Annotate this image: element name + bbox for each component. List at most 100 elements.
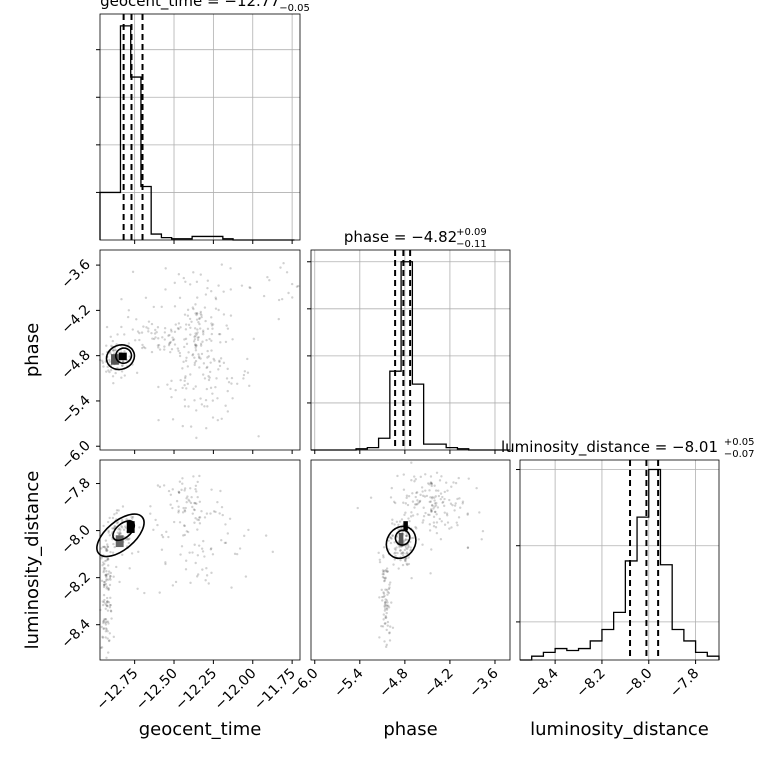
sample-point <box>433 484 436 487</box>
sample-point <box>430 509 433 513</box>
sample-point <box>382 556 385 559</box>
sample-point <box>450 485 453 488</box>
sample-point <box>200 547 204 550</box>
sample-point <box>123 333 126 336</box>
sample-point <box>410 461 413 464</box>
sample-point <box>100 557 103 560</box>
sample-point <box>184 337 188 341</box>
sample-point <box>105 559 108 562</box>
sample-point <box>268 279 271 282</box>
sample-point <box>219 357 223 360</box>
sample-point <box>387 539 390 542</box>
sample-point <box>440 475 443 478</box>
sample-point <box>385 599 389 602</box>
x-tick-label: −4.2 <box>421 666 456 701</box>
sample-point <box>111 551 115 554</box>
sample-point <box>387 587 391 591</box>
sample-point <box>388 536 391 539</box>
sample-point <box>119 532 123 535</box>
sample-point <box>197 320 200 324</box>
sample-point <box>405 494 409 497</box>
sample-point <box>429 508 433 511</box>
sample-point <box>101 635 104 639</box>
sample-point <box>106 600 109 603</box>
sample-point <box>177 490 180 494</box>
sample-point <box>194 346 197 349</box>
sample-point <box>448 527 451 530</box>
sample-point <box>104 607 107 611</box>
sample-point <box>170 347 174 351</box>
sample-point <box>381 569 385 572</box>
sample-point <box>388 625 392 628</box>
sample-point <box>102 600 106 604</box>
sample-point <box>160 548 164 551</box>
sample-point <box>128 355 131 358</box>
sample-point <box>169 493 173 496</box>
sample-point <box>173 281 176 285</box>
sample-point <box>152 337 156 341</box>
sample-point <box>141 346 144 350</box>
sample-point <box>171 418 175 421</box>
sample-point <box>187 323 191 327</box>
sample-point <box>461 502 464 505</box>
sample-point <box>210 349 213 352</box>
sample-point <box>236 382 239 385</box>
sample-point <box>102 570 105 574</box>
sample-point <box>187 498 190 502</box>
sample-point <box>127 342 131 345</box>
sample-point <box>199 357 202 360</box>
sample-point <box>210 488 213 491</box>
sample-point <box>191 505 194 509</box>
sample-point <box>188 283 192 286</box>
sample-point <box>380 624 383 628</box>
sample-point <box>452 481 455 484</box>
sample-point <box>196 331 199 334</box>
sample-point <box>193 508 196 512</box>
x-tick-label: −12.75 <box>94 666 142 714</box>
sample-point <box>205 338 208 342</box>
sample-point <box>428 523 432 526</box>
sample-point <box>480 538 483 541</box>
sample-point <box>189 326 192 329</box>
sample-point <box>101 561 105 564</box>
sample-point <box>150 322 154 326</box>
sample-point <box>195 344 198 347</box>
sample-point <box>113 524 116 528</box>
sample-point <box>208 370 212 374</box>
sample-point <box>173 343 177 346</box>
sample-point <box>198 522 202 525</box>
sample-point <box>200 403 204 406</box>
sample-point <box>211 392 214 395</box>
sample-point <box>439 497 442 501</box>
sample-point <box>406 503 410 507</box>
sample-point <box>406 563 409 567</box>
sample-point <box>178 296 182 300</box>
sample-point <box>193 338 197 341</box>
sample-point <box>421 494 425 497</box>
sample-point <box>390 537 393 540</box>
sample-point <box>196 495 199 499</box>
sample-point <box>183 524 186 527</box>
sample-point <box>181 482 184 485</box>
sample-point <box>185 497 188 500</box>
x-tick-label: −7.8 <box>667 666 702 701</box>
sample-point <box>422 519 425 522</box>
sample-point <box>106 545 109 548</box>
sample-point <box>400 518 404 521</box>
sample-point <box>126 538 129 541</box>
sample-point <box>432 525 436 528</box>
sample-point <box>104 539 108 542</box>
sample-point <box>243 534 246 538</box>
sample-point <box>169 340 172 344</box>
sample-point <box>287 291 290 295</box>
sample-point <box>105 656 108 659</box>
sample-point <box>415 491 418 495</box>
sample-point <box>441 501 444 504</box>
x-tick-label: −8.0 <box>620 666 655 701</box>
sample-point <box>192 387 195 391</box>
sample-point <box>114 371 117 375</box>
sample-point <box>135 318 138 321</box>
sample-point <box>144 296 148 299</box>
sample-point <box>406 533 409 536</box>
sample-point <box>246 371 250 374</box>
